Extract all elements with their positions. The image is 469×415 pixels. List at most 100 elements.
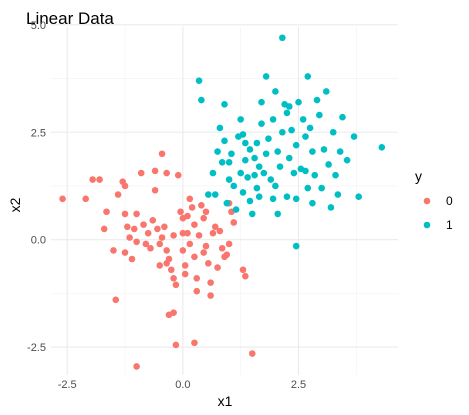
data-point-class-1 (251, 171, 258, 179)
data-point-class-1 (295, 98, 302, 106)
data-point-class-0 (188, 204, 196, 211)
data-point-class-0 (124, 223, 131, 231)
legend-label-1: 1 (446, 218, 453, 232)
data-point-class-1 (225, 159, 233, 166)
data-point-class-1 (272, 182, 279, 190)
data-point-class-1 (216, 124, 224, 132)
data-point-class-1 (304, 73, 312, 80)
data-point-class-1 (299, 116, 307, 123)
x-tick-label: -2.5 (58, 379, 77, 391)
x-axis-title: x1 (218, 393, 233, 409)
data-point-class-0 (242, 272, 249, 280)
data-point-class-1 (279, 128, 286, 136)
data-point-class-1 (279, 34, 286, 42)
data-point-class-1 (269, 116, 277, 123)
data-point-class-0 (114, 191, 122, 198)
chart-title: Linear Data (26, 9, 114, 28)
data-point-class-0 (191, 221, 198, 228)
data-point-class-1 (214, 148, 221, 155)
data-point-class-0 (172, 341, 180, 349)
data-point-class-0 (202, 242, 210, 250)
data-point-class-1 (218, 159, 226, 166)
data-point-class-1 (248, 210, 256, 218)
data-point-class-1 (285, 103, 293, 110)
data-point-class-1 (355, 193, 362, 201)
data-point-class-0 (163, 169, 170, 177)
data-point-class-0 (172, 281, 180, 289)
data-point-class-1 (269, 195, 277, 203)
data-point-class-0 (140, 221, 147, 228)
data-point-class-1 (290, 169, 298, 177)
data-point-class-0 (181, 262, 189, 269)
data-point-class-0 (161, 223, 168, 231)
data-point-class-1 (336, 148, 344, 155)
data-point-class-0 (128, 255, 136, 263)
y-axis-ticks: -2.5 0.0 2.5 5.0 (27, 20, 46, 354)
data-point-class-0 (144, 229, 152, 237)
data-point-class-1 (318, 184, 325, 192)
data-point-class-0 (205, 259, 212, 267)
data-point-class-0 (186, 195, 194, 203)
data-point-class-1 (253, 139, 261, 147)
data-point-class-0 (96, 176, 103, 183)
data-point-class-1 (327, 204, 335, 211)
legend: y 0 1 (415, 168, 453, 232)
data-point-class-1 (255, 163, 263, 170)
data-point-class-0 (103, 208, 110, 216)
data-point-class-1 (313, 96, 321, 104)
data-point-class-0 (207, 292, 214, 299)
data-point-class-1 (288, 126, 295, 134)
data-point-class-1 (292, 242, 300, 250)
data-point-class-1 (246, 146, 254, 153)
data-point-class-1 (339, 113, 346, 121)
data-point-class-1 (242, 156, 249, 164)
data-point-class-0 (225, 240, 233, 248)
data-point-class-0 (89, 176, 96, 183)
data-point-class-0 (142, 240, 150, 248)
data-point-class-1 (228, 150, 235, 158)
data-point-class-0 (156, 262, 164, 269)
data-point-class-0 (191, 339, 198, 347)
data-point-class-0 (170, 309, 177, 317)
data-point-class-1 (239, 189, 247, 196)
data-point-class-1 (304, 184, 312, 192)
data-point-class-1 (306, 124, 314, 132)
data-point-class-0 (151, 167, 159, 175)
data-point-class-1 (237, 116, 244, 123)
data-points (59, 34, 386, 370)
y-tick-label: -2.5 (27, 342, 46, 354)
x-tick-label: 0.0 (175, 379, 190, 391)
data-point-class-0 (154, 225, 161, 233)
data-point-class-1 (274, 148, 282, 155)
data-point-class-0 (230, 219, 238, 226)
data-point-class-1 (332, 171, 339, 179)
data-point-class-0 (126, 234, 133, 241)
data-point-class-1 (378, 143, 386, 151)
data-point-class-0 (147, 244, 154, 252)
data-point-class-0 (177, 208, 184, 216)
data-point-class-1 (265, 135, 272, 143)
data-point-class-1 (242, 139, 249, 147)
data-point-class-0 (170, 275, 177, 282)
legend-key-0 (423, 197, 431, 205)
data-point-class-0 (137, 169, 145, 177)
data-point-class-1 (260, 169, 268, 177)
data-point-class-0 (167, 266, 175, 274)
data-point-class-0 (216, 227, 224, 235)
data-point-class-0 (179, 229, 187, 237)
data-point-class-1 (195, 77, 203, 85)
data-point-class-1 (329, 128, 337, 136)
data-point-class-1 (221, 101, 228, 108)
data-point-class-0 (165, 255, 173, 263)
data-point-class-0 (195, 232, 203, 239)
data-point-class-1 (343, 156, 351, 164)
data-point-class-0 (186, 240, 194, 248)
data-point-class-0 (133, 363, 140, 370)
data-point-class-0 (121, 249, 129, 256)
data-point-class-1 (292, 195, 300, 203)
data-point-class-1 (211, 191, 219, 198)
data-point-class-0 (191, 253, 198, 261)
data-point-class-0 (59, 195, 66, 203)
data-point-class-0 (163, 247, 170, 254)
